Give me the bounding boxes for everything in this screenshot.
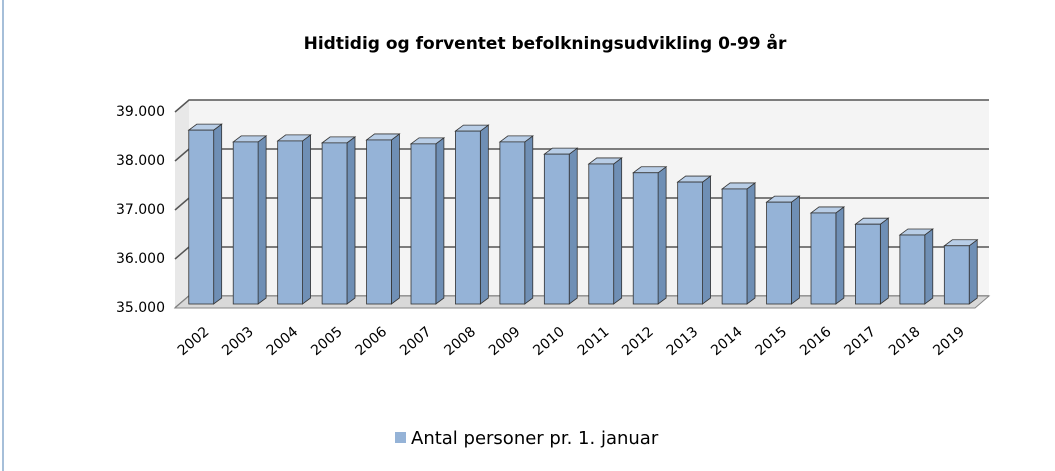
bar xyxy=(188,129,215,305)
bar xyxy=(366,139,392,305)
legend-swatch xyxy=(395,432,406,443)
bar xyxy=(677,181,703,305)
bar-side xyxy=(835,206,845,305)
y-tick-label: 39.000 xyxy=(116,104,165,120)
bar-side xyxy=(613,157,623,305)
bar xyxy=(855,223,881,305)
bar xyxy=(321,142,348,305)
bar-side xyxy=(791,195,800,305)
bar xyxy=(899,234,926,305)
grid-line xyxy=(174,99,989,113)
bar xyxy=(277,140,303,305)
y-tick-label: 35.000 xyxy=(116,300,165,316)
y-tick-label: 36.000 xyxy=(116,251,165,267)
bar-side xyxy=(346,136,356,305)
bar xyxy=(499,141,526,305)
bar-side xyxy=(968,238,978,305)
legend-label: Antal personer pr. 1. januar xyxy=(411,428,659,449)
bar xyxy=(232,141,259,305)
bar-side xyxy=(391,133,400,305)
y-tick-label: 37.000 xyxy=(116,202,165,218)
bar xyxy=(410,143,437,305)
bar-side xyxy=(213,123,223,305)
bar-side xyxy=(924,228,934,305)
bar-side xyxy=(435,137,445,305)
bar-side xyxy=(479,124,489,305)
bar-side xyxy=(879,217,889,305)
bar-side xyxy=(302,134,311,305)
bar-side xyxy=(702,175,711,305)
bar-side xyxy=(524,135,534,305)
bar xyxy=(455,130,481,305)
bar xyxy=(588,163,615,305)
y-tick-label: 38.000 xyxy=(116,153,165,169)
bar-side xyxy=(257,135,267,305)
chart-title: Hidtidig og forventet befolkningsudvikli… xyxy=(304,32,787,54)
bar xyxy=(632,172,659,305)
bar xyxy=(943,245,970,305)
bar-side xyxy=(657,165,667,305)
bar xyxy=(721,188,748,305)
bar xyxy=(766,201,792,305)
bar-side xyxy=(746,182,756,305)
bar xyxy=(543,153,570,305)
bar xyxy=(810,212,837,305)
bar-side xyxy=(568,147,578,305)
